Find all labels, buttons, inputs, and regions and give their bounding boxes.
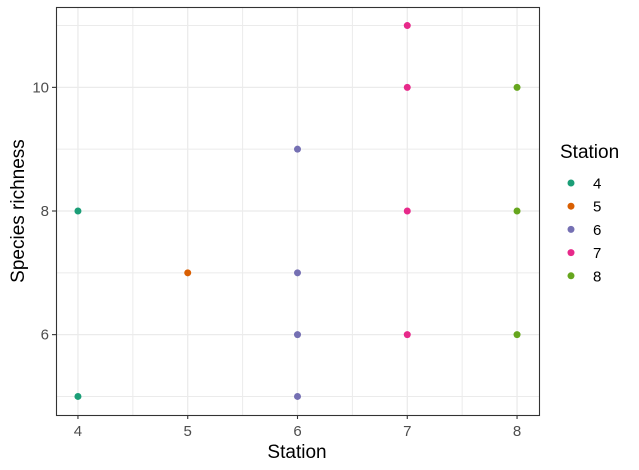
data-point [513,207,521,215]
legend-title: Station [560,142,619,163]
y-axis-title: Species richness [8,139,29,283]
data-point [403,22,411,30]
data-point [403,207,411,215]
y-tick-label: 6 [41,327,49,344]
legend: Station 4 5 6 7 8 [560,142,619,285]
data-point [74,392,82,400]
legend-label: 7 [593,245,601,262]
legend-items: 4 5 6 7 8 [567,176,601,285]
data-point [184,269,192,277]
legend-item: 5 [567,199,601,216]
data-point [403,83,411,91]
legend-label: 6 [593,222,601,239]
legend-item: 4 [567,176,601,193]
legend-item: 7 [567,245,601,262]
y-tick-label: 8 [41,203,49,220]
legend-item: 6 [567,222,601,239]
data-point [403,331,411,339]
data-point [294,269,301,277]
x-tick-label: 8 [513,423,521,440]
data-point [513,331,521,339]
legend-item: 8 [567,268,601,285]
data-points [74,22,521,400]
x-tick-label: 7 [403,423,411,440]
legend-key-dot-icon [567,225,575,233]
x-axis-title: Station [267,442,326,463]
x-tick-label: 6 [293,423,301,440]
legend-key-dot-icon [567,249,575,257]
data-point [294,145,301,153]
x-tick-label: 5 [184,423,192,440]
data-point [74,207,82,215]
legend-label: 4 [593,176,601,193]
legend-label: 5 [593,199,601,216]
data-point [513,83,521,91]
y-axis-ticks: 6 8 10 [32,79,56,344]
legend-label: 8 [593,268,601,285]
y-tick-label: 10 [32,79,49,96]
legend-key-dot-icon [567,179,575,187]
grid-lines [56,7,539,415]
x-tick-label: 4 [74,423,82,440]
data-point [294,331,301,339]
legend-key-dot-icon [567,272,575,280]
x-axis-ticks: 4 5 6 7 8 [74,415,521,440]
data-point [294,392,301,400]
legend-key-dot-icon [567,202,575,210]
